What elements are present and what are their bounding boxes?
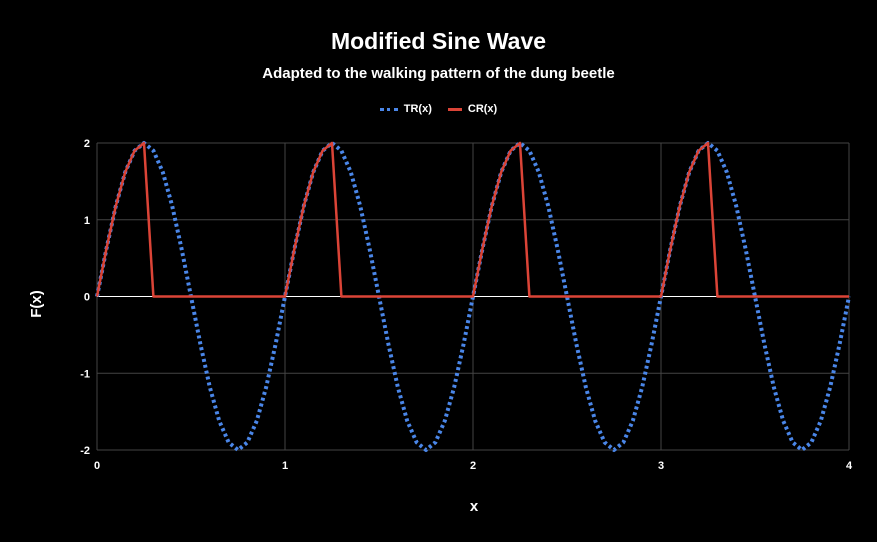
y-tick-label-1: 1 bbox=[84, 215, 90, 227]
chart-subtitle: Adapted to the walking pattern of the du… bbox=[262, 65, 615, 82]
y-tick-label-0: 2 bbox=[84, 138, 90, 150]
legend-label-cr: CR(x) bbox=[467, 103, 498, 115]
series-layer bbox=[95, 141, 851, 452]
y-axis-label: F(x) bbox=[28, 290, 45, 318]
legend-label-tr: TR(x) bbox=[403, 103, 432, 115]
legend-swatch-cr bbox=[447, 107, 462, 111]
x-tick-label-1: 1 bbox=[282, 460, 288, 472]
x-tick-label-0: 0 bbox=[94, 460, 100, 472]
y-tick-label-2: 0 bbox=[84, 292, 90, 304]
legend-swatch-tr bbox=[379, 107, 398, 111]
legend-item-tr[interactable]: TR(x) bbox=[379, 103, 432, 115]
series-line-crx[interactable] bbox=[95, 141, 849, 298]
series-line-trx[interactable] bbox=[95, 141, 851, 452]
y-tick-label-3: -1 bbox=[80, 368, 90, 380]
x-tick-label-3: 3 bbox=[658, 460, 664, 472]
x-tick-label-4: 4 bbox=[846, 460, 853, 472]
tick-labels: 0 1 2 3 4 2 1 0 -1 -2 bbox=[80, 138, 853, 472]
x-axis-label: x bbox=[470, 498, 479, 515]
chart-legend: TR(x) CR(x) bbox=[0, 103, 877, 115]
legend-item-cr[interactable]: CR(x) bbox=[447, 103, 498, 115]
x-tick-label-2: 2 bbox=[470, 460, 476, 472]
y-tick-label-4: -2 bbox=[80, 445, 90, 457]
chart-title: Modified Sine Wave bbox=[330, 28, 547, 54]
